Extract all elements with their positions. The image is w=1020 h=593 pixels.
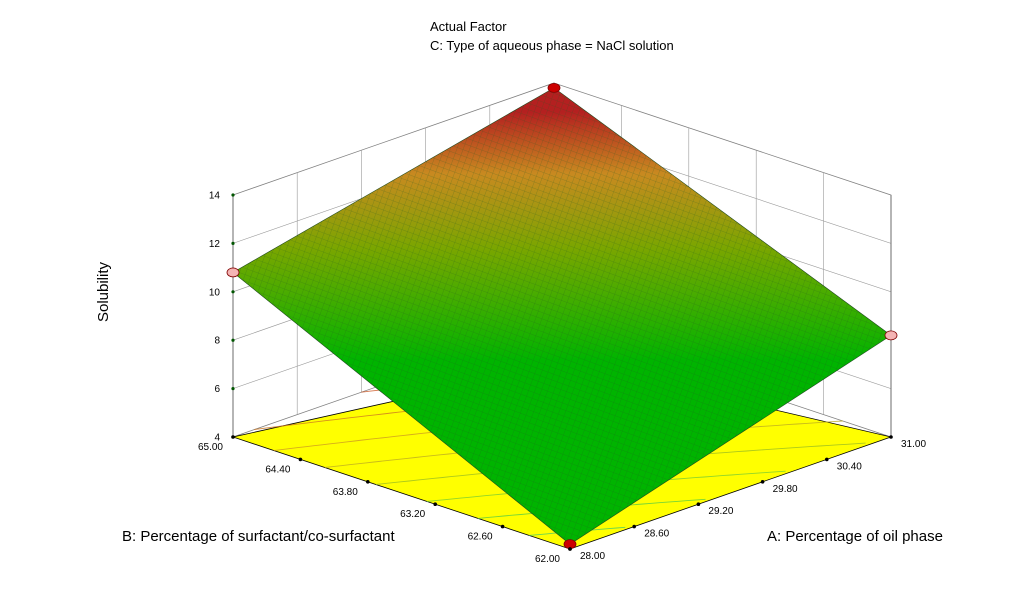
x-tick-mark <box>760 480 765 484</box>
z-tick-mark <box>231 387 235 391</box>
response-surface <box>232 87 892 545</box>
x-tick-mark <box>825 457 829 462</box>
y-tick-label: 63.80 <box>333 487 358 498</box>
y-tick-label: 62.00 <box>535 554 560 565</box>
y-tick-mark <box>298 457 303 462</box>
z-tick-label: 14 <box>209 191 221 202</box>
z-tick-label: 6 <box>214 384 220 395</box>
y-tick-label: 62.60 <box>468 532 493 543</box>
x-tick-label: 29.20 <box>708 506 733 517</box>
surface-mesh <box>233 87 891 545</box>
y-axis-ticks: 62.00 62.60 63.20 63.80 64.40 65.00 <box>198 435 572 565</box>
y-tick-mark <box>433 502 438 507</box>
x-tick-label: 28.60 <box>644 529 669 540</box>
z-tick-mark <box>231 193 235 197</box>
x-tick-mark <box>696 502 701 507</box>
design-point-3 <box>226 267 240 278</box>
design-point-2 <box>884 330 898 341</box>
z-tick-label: 8 <box>214 336 220 347</box>
z-tick-mark <box>231 241 235 245</box>
z-tick-label: 4 <box>214 433 220 444</box>
y-tick-label: 65.00 <box>198 442 223 453</box>
y-tick-label: 63.20 <box>400 509 425 520</box>
x-tick-label: 29.80 <box>773 484 798 495</box>
chart-subtitle: C: Type of aqueous phase = NaCl solution <box>430 38 674 53</box>
y-tick-mark <box>366 480 370 484</box>
x-tick-label: 30.40 <box>837 461 862 472</box>
z-axis-title: Solubility <box>95 261 112 322</box>
y-tick-mark <box>568 547 572 551</box>
x-tick-label: 28.00 <box>580 551 605 562</box>
x-tick-mark <box>632 524 636 529</box>
z-tick-mark <box>231 338 235 342</box>
chart-title: Actual Factor <box>430 19 507 34</box>
z-tick-label: 10 <box>209 287 221 298</box>
y-tick-mark <box>231 435 235 439</box>
z-axis-ticks: 4 6 8 10 12 14 <box>209 191 235 444</box>
design-points <box>226 82 898 550</box>
x-tick-label: 31.00 <box>901 439 926 450</box>
z-tick-mark <box>231 290 235 294</box>
y-tick-mark <box>500 524 505 529</box>
z-tick-label: 12 <box>209 239 221 250</box>
y-tick-label: 64.40 <box>265 464 290 475</box>
y-axis-title: B: Percentage of surfactant/co-surfactan… <box>122 528 395 545</box>
design-point-4 <box>547 82 561 93</box>
x-axis-ticks: 28.00 28.60 29.20 29.80 30.40 31.00 <box>568 435 926 562</box>
x-tick-mark <box>889 435 893 439</box>
x-axis-title: A: Percentage of oil phase <box>767 528 943 545</box>
